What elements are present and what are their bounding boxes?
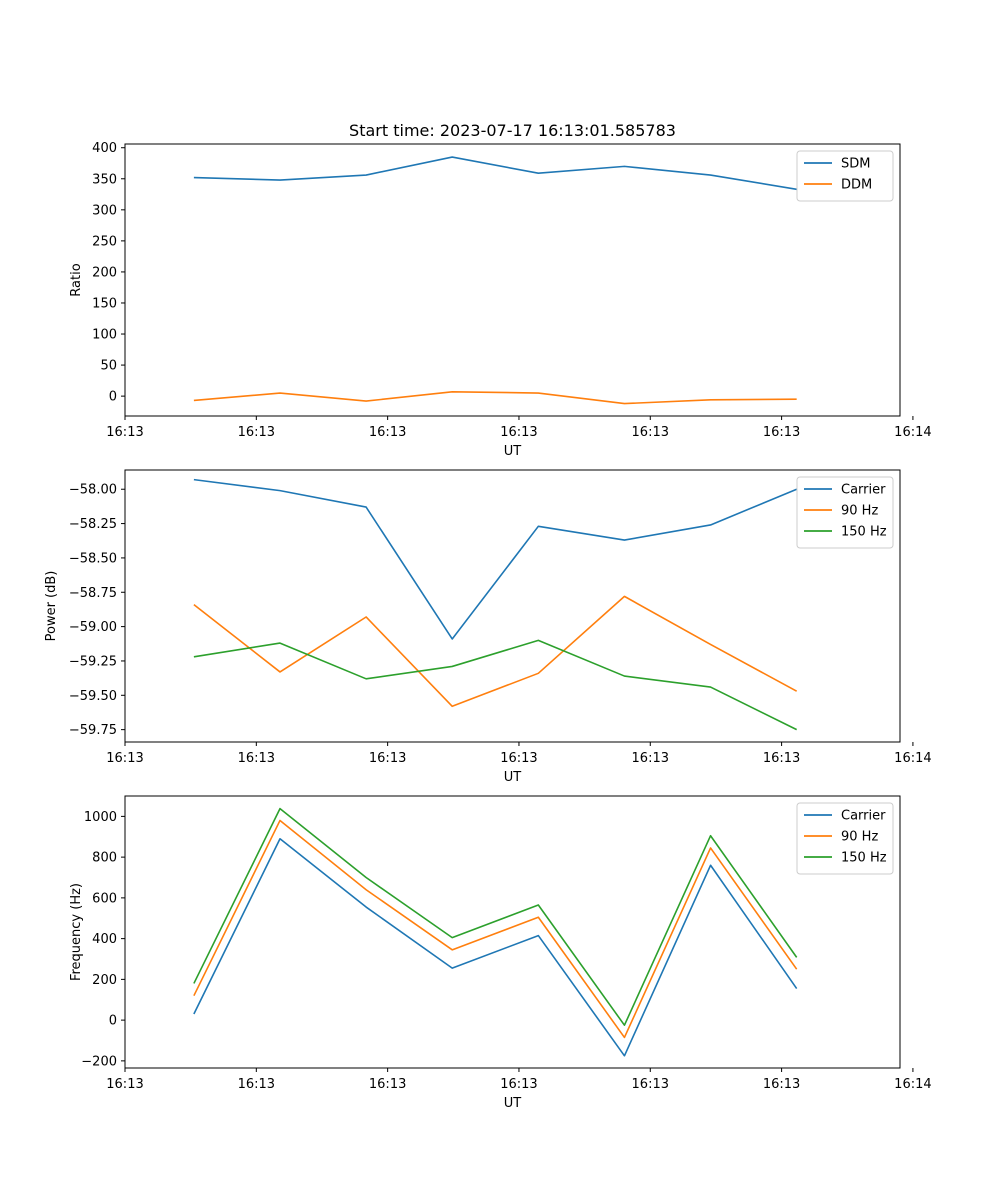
y-tick-label: 50 [100,359,117,374]
x-tick-label: 16:13 [632,1077,669,1092]
legend-label: 90 Hz [841,504,878,519]
series-line-carrier [193,478,797,640]
series-line-sdm [193,156,797,191]
x-tick-label: 16:13 [238,425,275,440]
x-tick-label: 16:13 [500,1077,537,1092]
y-axis-label: Ratio [69,263,84,296]
series-line-150-hz [193,639,798,731]
x-tick-label: 16:13 [500,751,537,766]
y-tick-label: 400 [92,141,117,156]
y-tick-label: −59.25 [69,654,117,669]
x-tick-label: 16:13 [632,425,669,440]
chart-panel-1: Start time: 2023-07-17 16:13:01.585783 16… [69,121,932,459]
legend-label: Carrier [841,809,886,824]
x-tick-label: 16:13 [369,751,406,766]
series-line-90-hz [193,819,798,1039]
y-tick-label: −58.75 [69,586,117,601]
x-tick-label: 16:13 [763,751,800,766]
x-axis-label: UT [504,1096,522,1111]
y-tick-label: −59.50 [69,689,117,704]
y-tick-label: 150 [92,296,117,311]
y-tick-label: −59.75 [69,723,117,738]
x-axis-label: UT [504,770,522,785]
y-tick-label: 400 [92,932,117,947]
chart-title: Start time: 2023-07-17 16:13:01.585783 [349,121,676,140]
axes-frame [124,795,901,1069]
series-line-ddm [193,390,797,405]
x-axis-label: UT [504,444,522,459]
series-line-carrier [193,837,798,1057]
y-tick-label: −200 [81,1054,117,1069]
y-tick-label: 800 [92,851,117,866]
legend-label: 150 Hz [841,851,887,866]
legend-label: SDM [841,157,870,172]
x-tick-label: 16:13 [106,1077,143,1092]
y-tick-label: 100 [92,328,117,343]
y-tick-label: 600 [92,891,117,906]
y-tick-label: −58.00 [69,483,117,498]
chart-panel-3: 16:13 16:13 16:13 16:13 16:13 16:13 16:14 −200 0… [69,795,932,1111]
x-tick-label: 16:13 [106,751,143,766]
series-line-90-hz [193,595,798,708]
y-tick-label: −58.25 [69,517,117,532]
legend-label: 90 Hz [841,830,878,845]
y-tick-label: −59.00 [69,620,117,635]
x-tick-label: 16:13 [106,425,143,440]
y-tick-label: 300 [92,203,117,218]
x-tick-label: 16:13 [238,751,275,766]
x-tick-label: 16:13 [369,425,406,440]
y-tick-label: 250 [92,234,117,249]
y-tick-label: 350 [92,172,117,187]
legend-label: Carrier [841,483,886,498]
legend: SDM DDM [796,150,894,202]
x-tick-label: 16:14 [894,751,931,766]
x-tick-label: 16:14 [894,1077,931,1092]
legend: Carrier 90 Hz 150 Hz [796,802,894,875]
x-tick-label: 16:14 [894,425,931,440]
y-tick-label: 0 [109,1014,117,1029]
y-axis-label: Frequency (Hz) [69,883,84,981]
x-tick-label: 16:13 [369,1077,406,1092]
y-axis-label: Power (dB) [44,571,59,642]
y-tick-label: 200 [92,973,117,988]
series-line-150-hz [193,807,798,1027]
x-tick-label: 16:13 [763,1077,800,1092]
x-tick-label: 16:13 [500,425,537,440]
y-tick-label: −58.50 [69,551,117,566]
chart-panel-2: 16:13 16:13 16:13 16:13 16:13 16:13 16:14 −59.7… [44,469,932,785]
y-tick-label: 0 [109,390,117,405]
y-tick-label: 1000 [84,810,117,825]
legend: Carrier 90 Hz 150 Hz [796,476,894,549]
axes-frame [124,469,901,743]
y-tick-label: 200 [92,265,117,280]
x-tick-label: 16:13 [763,425,800,440]
x-tick-label: 16:13 [632,751,669,766]
legend-label: 150 Hz [841,525,887,540]
legend-label: DDM [841,178,872,193]
x-tick-label: 16:13 [238,1077,275,1092]
axes-frame [124,143,901,417]
